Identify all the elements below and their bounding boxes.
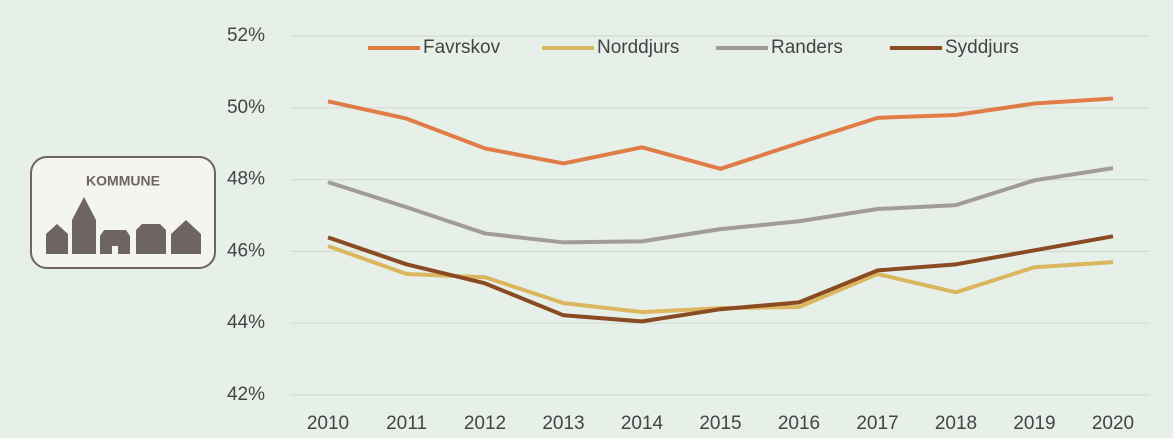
- legend-label: Norddjurs: [597, 37, 679, 58]
- legend-label: Randers: [771, 37, 843, 58]
- logo-icon: [46, 197, 201, 254]
- series-line: [327, 96, 1114, 171]
- series-line: [327, 166, 1114, 245]
- logo-label: KOMMUNE: [86, 173, 160, 189]
- x-tick-label: 2010: [307, 413, 349, 434]
- x-tick-label: 2015: [699, 413, 741, 434]
- y-tick-label: 48%: [227, 169, 265, 190]
- x-tick-label: 2011: [386, 413, 427, 434]
- y-tick-label: 42%: [227, 384, 265, 405]
- x-tick-label: 2019: [1013, 413, 1055, 434]
- x-tick-label: 2017: [856, 413, 898, 434]
- x-tick-label: 2020: [1092, 413, 1134, 434]
- y-tick-label: 46%: [227, 240, 265, 261]
- y-tick-label: 52%: [227, 25, 265, 46]
- x-tick-label: 2018: [935, 413, 977, 434]
- legend-label: Syddjurs: [945, 37, 1019, 58]
- y-tick-label: 44%: [227, 312, 265, 333]
- x-tick-label: 2013: [542, 413, 584, 434]
- x-tick-label: 2016: [778, 413, 820, 434]
- x-tick-label: 2012: [464, 413, 506, 434]
- logo: KOMMUNE: [30, 156, 216, 269]
- series-line: [327, 234, 1114, 324]
- legend-label: Favrskov: [423, 37, 501, 58]
- y-tick-label: 50%: [227, 97, 265, 118]
- x-tick-label: 2014: [621, 413, 664, 434]
